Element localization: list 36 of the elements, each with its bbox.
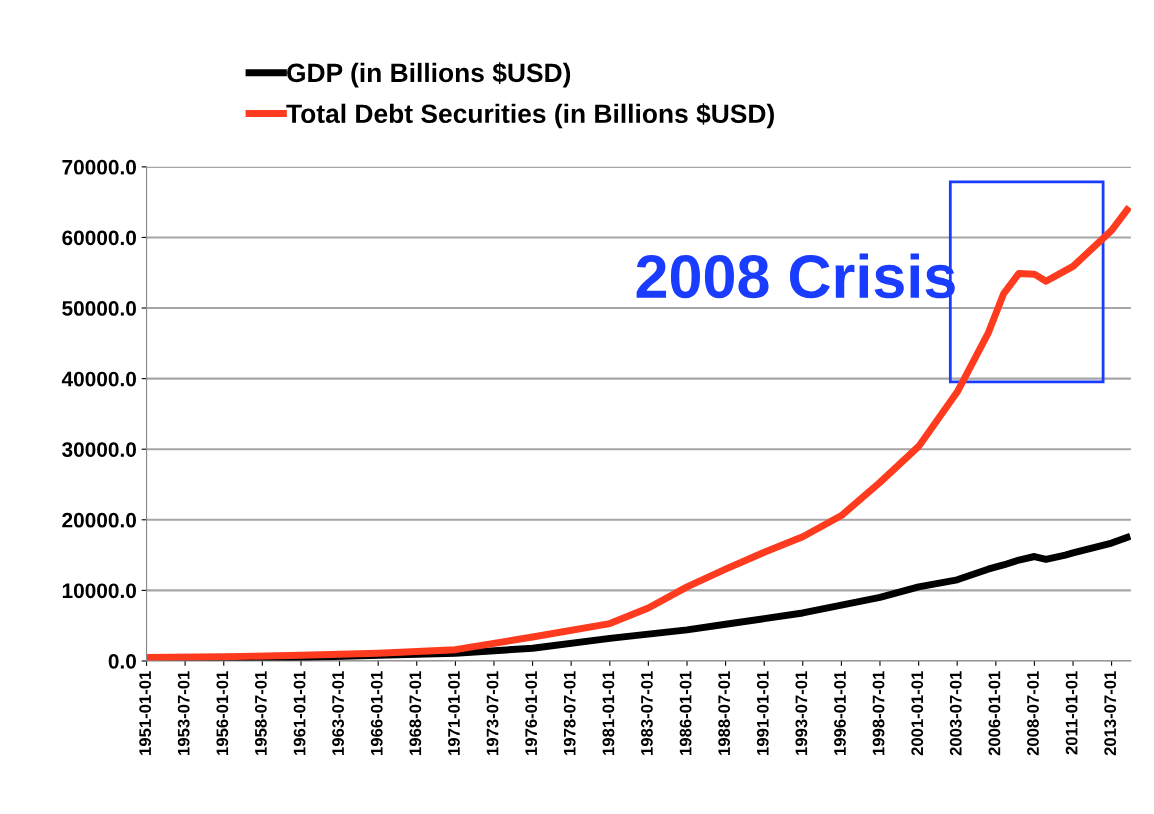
y-tick-label: 60000.0 (62, 230, 136, 246)
x-tick-label: 2008-07-01 (1027, 671, 1039, 756)
x-tick-label: 1988-07-01 (718, 671, 731, 755)
y-tick-label: 70000.0 (62, 159, 136, 175)
x-tick-label: 1976-01-01 (525, 671, 538, 755)
x-tick-label: 1983-07-01 (641, 671, 653, 755)
y-tick-label: 0.0 (108, 653, 136, 669)
x-tick-label: 1998-07-01 (872, 671, 885, 755)
x-tick-label: 2003-07-01 (949, 671, 962, 756)
x-tick-label: 1968-07-01 (409, 671, 422, 755)
x-tick-label: 1996-01-01 (834, 671, 846, 755)
legend-label: GDP (in Billions $USD) (287, 62, 571, 88)
x-tick-label: 1986-01-01 (679, 671, 692, 755)
y-tick-label: 10000.0 (62, 583, 136, 599)
x-tick-label: 1951-01-01 (139, 671, 152, 755)
x-tick-label: 1963-07-01 (332, 671, 344, 755)
x-tick-label: 1958-07-01 (254, 671, 267, 755)
x-tick-label: 1953-07-01 (177, 671, 190, 755)
x-tick-label: 1971-01-01 (448, 671, 460, 755)
x-tick-label: 2001-01-01 (911, 671, 924, 756)
x-tick-label: 1956-01-01 (216, 671, 229, 755)
x-tick-label: 2006-01-01 (988, 671, 1001, 756)
y-tick-label: 50000.0 (62, 301, 136, 316)
y-tick-label: 30000.0 (62, 442, 136, 457)
x-tick-label: 1973-07-01 (486, 671, 499, 755)
x-tick-label: 1991-01-01 (756, 671, 769, 755)
y-tick-label: 40000.0 (61, 371, 136, 387)
y-tick-label: 20000.0 (62, 512, 136, 528)
x-tick-label: 1978-07-01 (563, 671, 576, 755)
x-tick-label: 1961-01-01 (293, 671, 306, 755)
legend-label: Total Debt Securities (in Billions $USD) (286, 103, 774, 129)
x-tick-label: 2011-01-01 (1065, 671, 1078, 755)
x-tick-label: 1993-07-01 (795, 671, 808, 755)
x-tick-label: 1981-01-01 (602, 671, 615, 755)
x-tick-label: 2013-07-01 (1104, 671, 1117, 756)
x-tick-label: 1966-01-01 (370, 671, 383, 755)
